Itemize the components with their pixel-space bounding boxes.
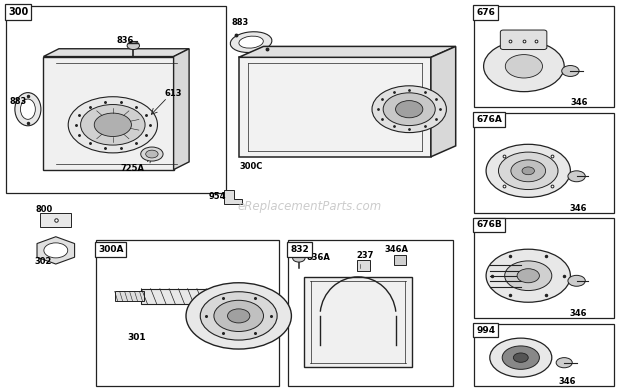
Text: 883: 883 bbox=[231, 18, 249, 27]
Text: 346: 346 bbox=[569, 204, 587, 213]
Circle shape bbox=[68, 97, 157, 153]
Polygon shape bbox=[37, 237, 74, 264]
Circle shape bbox=[522, 167, 534, 175]
Text: 676A: 676A bbox=[476, 115, 502, 124]
Text: 302: 302 bbox=[34, 257, 51, 266]
Polygon shape bbox=[510, 59, 533, 74]
Circle shape bbox=[228, 309, 250, 323]
Text: 301: 301 bbox=[127, 333, 146, 342]
Circle shape bbox=[484, 41, 564, 92]
Polygon shape bbox=[43, 57, 174, 170]
Polygon shape bbox=[43, 49, 189, 57]
Circle shape bbox=[490, 338, 552, 377]
Text: 836A: 836A bbox=[306, 253, 330, 262]
Circle shape bbox=[513, 353, 528, 362]
Bar bbox=[115, 291, 144, 301]
Text: 613: 613 bbox=[164, 89, 182, 98]
Circle shape bbox=[486, 249, 570, 302]
Text: 346: 346 bbox=[570, 98, 588, 107]
Polygon shape bbox=[224, 190, 242, 204]
Circle shape bbox=[383, 93, 435, 126]
Circle shape bbox=[505, 55, 542, 78]
Text: 237: 237 bbox=[356, 251, 374, 260]
Circle shape bbox=[372, 86, 446, 133]
Bar bbox=[474, 324, 614, 386]
Text: 300: 300 bbox=[8, 7, 29, 17]
Circle shape bbox=[81, 105, 145, 145]
Bar bbox=[356, 260, 370, 271]
Circle shape bbox=[396, 101, 423, 118]
Text: 346: 346 bbox=[569, 309, 587, 318]
Text: 994: 994 bbox=[476, 326, 495, 335]
Text: 676: 676 bbox=[476, 8, 495, 17]
Polygon shape bbox=[431, 46, 456, 157]
Polygon shape bbox=[239, 46, 456, 57]
Bar bbox=[394, 255, 406, 265]
Circle shape bbox=[200, 292, 277, 340]
Circle shape bbox=[498, 152, 558, 190]
Circle shape bbox=[556, 358, 572, 368]
Bar bbox=[474, 113, 614, 213]
Text: 954: 954 bbox=[209, 191, 226, 201]
Circle shape bbox=[568, 171, 585, 182]
Circle shape bbox=[486, 144, 570, 197]
Polygon shape bbox=[174, 49, 189, 170]
Text: 300A: 300A bbox=[98, 245, 123, 254]
Circle shape bbox=[293, 254, 305, 262]
Circle shape bbox=[214, 300, 264, 332]
Text: 346A: 346A bbox=[384, 245, 409, 254]
Ellipse shape bbox=[20, 99, 35, 119]
Circle shape bbox=[94, 113, 131, 136]
Polygon shape bbox=[239, 57, 431, 157]
Circle shape bbox=[517, 269, 539, 283]
Circle shape bbox=[568, 275, 585, 286]
Bar bbox=[304, 277, 412, 367]
Circle shape bbox=[146, 150, 158, 158]
Bar bbox=[141, 289, 211, 304]
Circle shape bbox=[127, 42, 140, 50]
Bar bbox=[96, 240, 279, 386]
Ellipse shape bbox=[230, 32, 272, 53]
Bar bbox=[40, 213, 71, 227]
Text: 300C: 300C bbox=[239, 161, 263, 171]
Circle shape bbox=[562, 66, 579, 76]
Bar bbox=[288, 240, 453, 386]
Text: 676B: 676B bbox=[476, 220, 502, 229]
Ellipse shape bbox=[239, 36, 264, 48]
Text: 725A: 725A bbox=[121, 164, 145, 173]
Text: 346: 346 bbox=[558, 377, 575, 386]
Bar bbox=[474, 6, 614, 107]
Bar bbox=[6, 6, 226, 193]
Circle shape bbox=[141, 147, 163, 161]
Text: 800: 800 bbox=[36, 205, 53, 215]
Circle shape bbox=[505, 261, 552, 291]
Text: eReplacementParts.com: eReplacementParts.com bbox=[238, 200, 382, 213]
Bar bbox=[474, 218, 614, 318]
Ellipse shape bbox=[15, 93, 41, 126]
Circle shape bbox=[186, 283, 291, 349]
FancyBboxPatch shape bbox=[500, 30, 547, 50]
Circle shape bbox=[511, 160, 546, 182]
Text: 883: 883 bbox=[9, 97, 27, 106]
Circle shape bbox=[502, 346, 539, 369]
Text: 832: 832 bbox=[290, 245, 309, 254]
Text: 836: 836 bbox=[117, 35, 134, 45]
Circle shape bbox=[44, 243, 68, 258]
